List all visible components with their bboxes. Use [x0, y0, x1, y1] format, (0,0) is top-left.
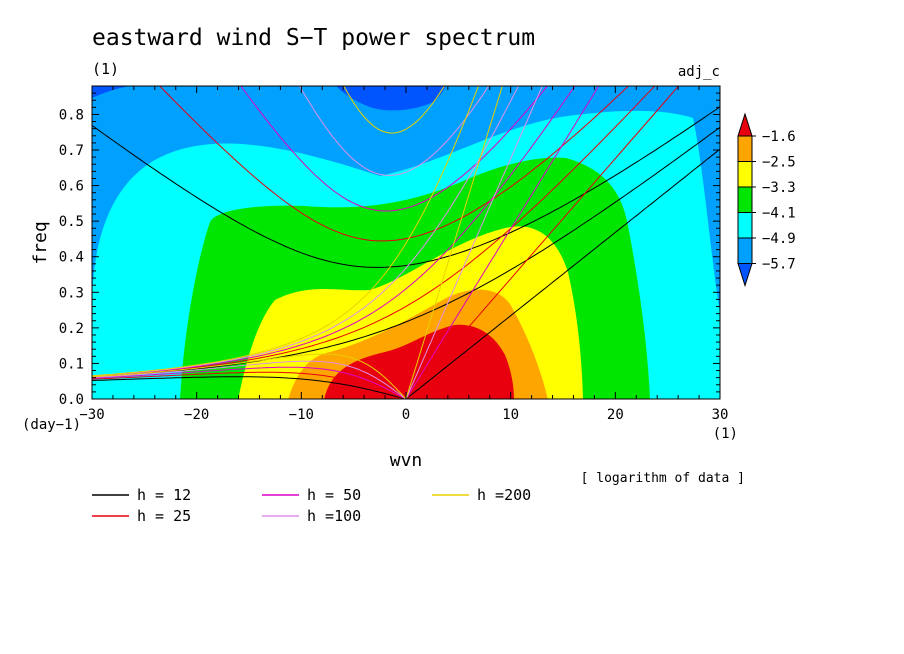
- data-note: [ logarithm of data ]: [581, 471, 745, 486]
- rossby-wave-curve: [92, 360, 407, 399]
- y-tick-label: 0.1: [59, 356, 84, 372]
- inertia-gravity-curve: [92, 106, 720, 268]
- colorbar-label: −4.1: [762, 206, 796, 222]
- inertia-gravity-curve: [240, 86, 548, 212]
- axis-ticks: −30 −20 −10 0 10 20 30 0.0 0.1 0.2 0.3 0.4 0.5 0.6 0.7…: [59, 85, 729, 423]
- colorbar-segment: [737, 135, 753, 162]
- colorbar-segment: [737, 161, 753, 188]
- legend-label: h =200: [477, 486, 531, 504]
- y-axis-units: (day−1): [22, 417, 81, 433]
- colorbar-label: −4.9: [762, 231, 796, 247]
- rossby-wave-curve: [92, 371, 407, 399]
- y-axis-label: freq: [30, 221, 51, 264]
- legend: h = 12 h = 25 h = 50 h =100 h =200: [92, 486, 531, 525]
- x-tick-label: −20: [184, 407, 209, 423]
- x-tick-label: −10: [289, 407, 314, 423]
- colorbar-label: −2.5: [762, 155, 796, 171]
- inertia-gravity-curve: [298, 86, 490, 176]
- x-tick-label: −30: [79, 407, 104, 423]
- colorbar-label: −5.7: [762, 257, 796, 273]
- band-red: [324, 324, 514, 399]
- x-tick-label: 10: [502, 407, 519, 423]
- inertia-gravity-curve: [159, 86, 630, 242]
- legend-label: h = 50: [307, 486, 361, 504]
- title-units: (1): [92, 60, 119, 78]
- band-dark-blue-corner: [92, 86, 130, 98]
- rossby-wave-curve: [92, 366, 407, 399]
- kelvin-wave-curve: [405, 86, 543, 399]
- inertia-gravity-curve: [343, 86, 445, 134]
- kelvin-wave-curve: [405, 86, 503, 399]
- y-tick-label: 0.6: [59, 179, 84, 195]
- contour-bands: [92, 86, 720, 399]
- mixed-rossby-gravity-curve: [92, 86, 480, 377]
- kelvin-wave-curve: [405, 148, 720, 399]
- colorbar-label: −1.6: [762, 129, 796, 145]
- colorbar-segment: [737, 186, 753, 213]
- rossby-wave-curve: [92, 353, 407, 399]
- mixed-rossby-gravity-curve: [92, 86, 576, 377]
- dispersion-curves: [92, 86, 720, 399]
- y-tick-label: 0.5: [59, 214, 84, 230]
- legend-label: h = 12: [137, 486, 191, 504]
- mixed-rossby-gravity-curve: [92, 126, 720, 378]
- colorbar: −1.6 −2.5 −3.3 −4.1 −4.9 −5.7: [737, 112, 796, 288]
- band-dark-blue: [336, 86, 446, 111]
- x-axis-label: wvn: [390, 450, 423, 471]
- rossby-wave-curve: [92, 376, 407, 399]
- chart-title: eastward wind S−T power spectrum: [92, 25, 535, 51]
- y-tick-label: 0.2: [59, 321, 84, 337]
- corner-label: adj_c: [678, 64, 720, 80]
- mixed-rossby-gravity-curve: [92, 86, 656, 378]
- kelvin-wave-curve: [405, 86, 600, 399]
- y-tick-label: 0.0: [59, 392, 84, 408]
- y-tick-label: 0.3: [59, 285, 84, 301]
- legend-label: h = 25: [137, 507, 191, 525]
- x-axis-units: (1): [713, 426, 738, 442]
- plot-area: [92, 86, 720, 399]
- x-tick-label: 20: [607, 407, 624, 423]
- colorbar-bottom-arrow: [737, 263, 753, 288]
- colorbar-top-arrow: [737, 112, 753, 137]
- colorbar-segment: [737, 237, 753, 264]
- colorbar-label: −3.3: [762, 180, 796, 196]
- y-tick-label: 0.7: [59, 143, 84, 159]
- legend-label: h =100: [307, 507, 361, 525]
- kelvin-wave-curve: [405, 86, 680, 399]
- x-tick-label: 0: [402, 407, 410, 423]
- x-tick-label: 30: [712, 407, 729, 423]
- y-tick-label: 0.8: [59, 107, 84, 123]
- y-tick-label: 0.4: [59, 250, 84, 266]
- colorbar-segment: [737, 212, 753, 239]
